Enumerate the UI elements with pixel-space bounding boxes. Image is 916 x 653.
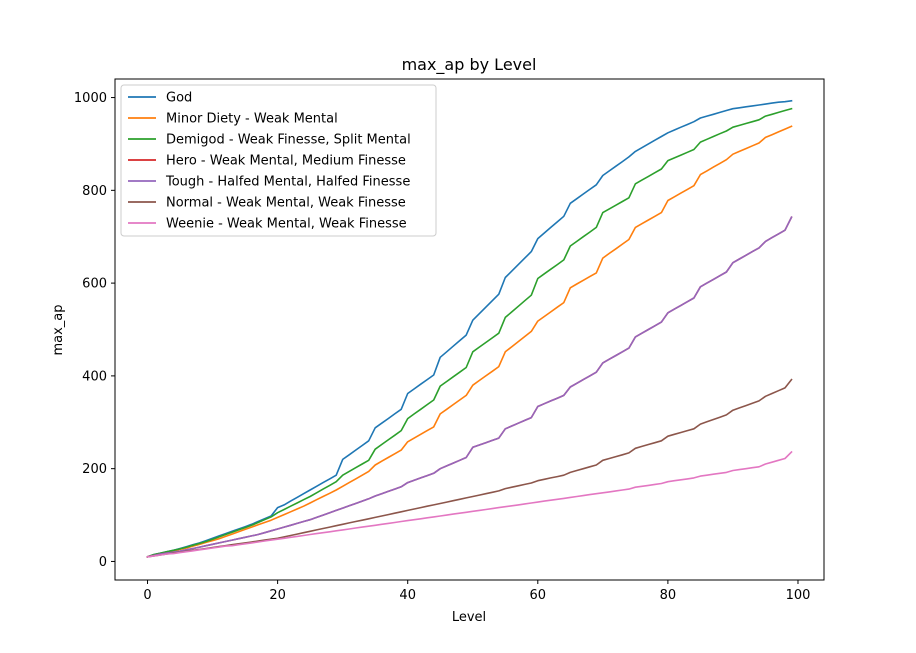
y-axis-label: max_ap bbox=[51, 304, 66, 355]
legend-label-god: God bbox=[166, 91, 192, 106]
series-line-tough bbox=[146, 216, 793, 558]
y-tick-label: 800 bbox=[82, 184, 107, 199]
y-tick-label: 400 bbox=[82, 369, 107, 384]
x-axis-label: Level bbox=[452, 610, 486, 625]
x-tick-label: 100 bbox=[786, 588, 811, 603]
legend: God Minor Diety - Weak Mental Demigod - We… bbox=[120, 84, 437, 237]
legend-label-tough: Tough - Halfed Mental, Halfed Finesse bbox=[165, 175, 410, 190]
series-line-minor bbox=[146, 125, 793, 558]
y-tick-label: 200 bbox=[82, 462, 107, 477]
x-tick-label: 40 bbox=[399, 588, 416, 603]
plot-frame bbox=[114, 78, 825, 581]
x-tick-label: 0 bbox=[143, 588, 151, 603]
series-line-demigod bbox=[146, 107, 793, 558]
y-axis-ticks: 0 200 400 600 800 1000 bbox=[74, 91, 115, 570]
legend-label-weenie: Weenie - Weak Mental, Weak Finesse bbox=[166, 217, 407, 232]
series-line-normal bbox=[146, 378, 793, 558]
legend-box bbox=[120, 84, 437, 237]
legend-label-minor: Minor Diety - Weak Mental bbox=[166, 112, 338, 127]
legend-label-demigod: Demigod - Weak Finesse, Split Mental bbox=[166, 133, 411, 148]
y-tick-label: 0 bbox=[99, 555, 107, 570]
y-tick-label: 1000 bbox=[74, 91, 107, 106]
series-line-god bbox=[146, 99, 793, 558]
x-tick-label: 20 bbox=[269, 588, 286, 603]
legend-label-hero: Hero - Weak Mental, Medium Finesse bbox=[166, 154, 406, 169]
y-tick-label: 600 bbox=[82, 277, 107, 292]
legend-items: God Minor Diety - Weak Mental Demigod - We… bbox=[128, 91, 411, 232]
series-line-weenie bbox=[146, 450, 793, 558]
x-tick-label: 80 bbox=[660, 588, 677, 603]
x-tick-label: 60 bbox=[530, 588, 547, 603]
chart-title: max_ap by Level bbox=[402, 55, 537, 75]
legend-label-normal: Normal - Weak Mental, Weak Finesse bbox=[166, 196, 406, 211]
x-axis-ticks: 0 20 40 60 80 100 bbox=[143, 580, 810, 603]
plot-lines bbox=[146, 99, 793, 558]
